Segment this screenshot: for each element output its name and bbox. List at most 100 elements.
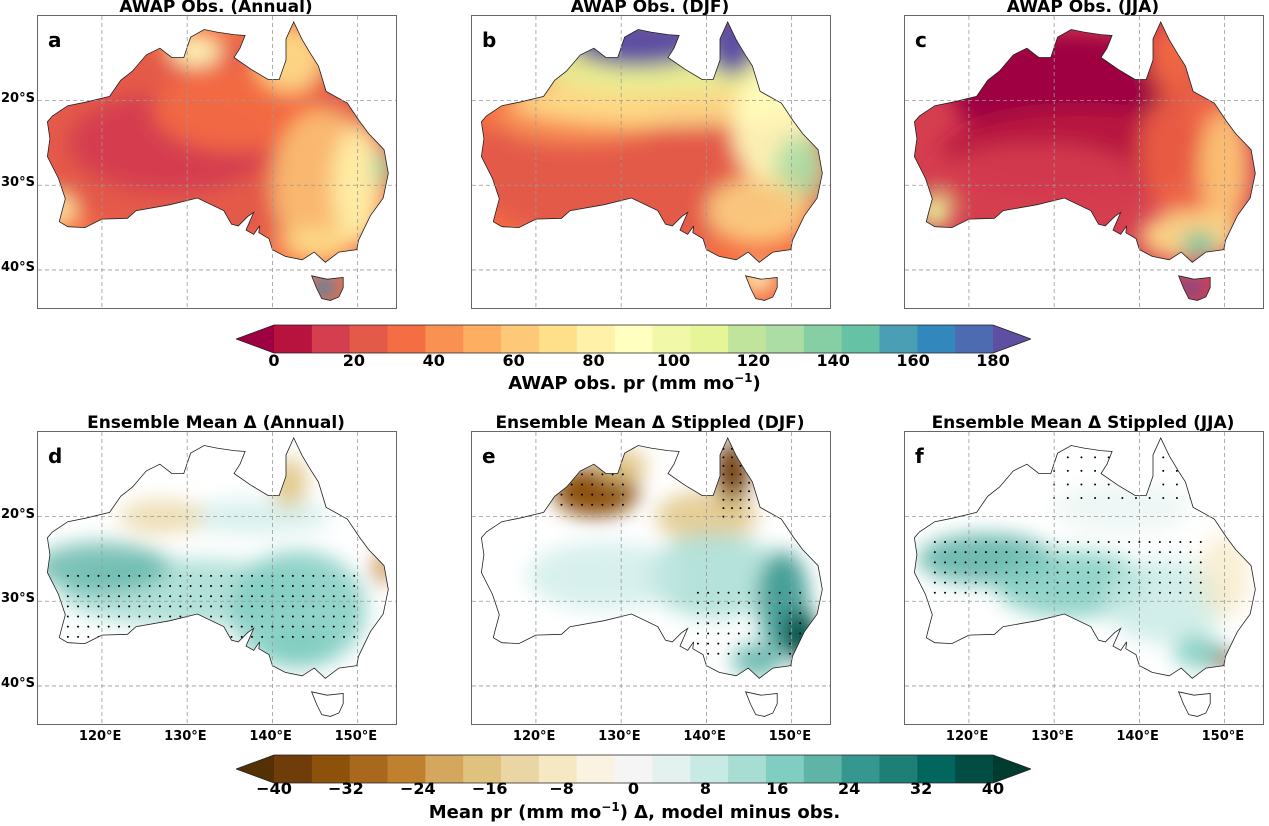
colorbar-segment [387, 325, 426, 353]
lat-label: 40°S [1, 675, 35, 691]
colorbar-segment [841, 325, 880, 353]
colorbar-segment [501, 325, 540, 353]
colorbar-tick-label: 16 [766, 779, 789, 798]
coastline [46, 20, 389, 301]
precip-region [47, 542, 171, 593]
colorbar-segment [765, 755, 805, 783]
colorbar-segment [690, 325, 729, 353]
colorbar-segment [425, 325, 464, 353]
precip-region [170, 32, 222, 67]
colorbar-segment [274, 325, 313, 353]
precip-region [1182, 231, 1217, 258]
lon-label: 120°E [78, 729, 122, 744]
map-svg [472, 16, 830, 308]
colorbar-segment [538, 755, 578, 783]
precip-region [263, 626, 333, 661]
map-frame [471, 15, 831, 309]
colorbar-tick-label: 120 [736, 351, 771, 370]
colorbar-segment [841, 755, 880, 783]
lat-label: 30°S [1, 591, 35, 607]
gridlines [38, 432, 396, 724]
precip-region [731, 643, 784, 678]
colorbar-tick-label: −32 [328, 779, 364, 798]
gridlines [472, 16, 830, 308]
map-frame [37, 431, 397, 725]
colorbar-arrow-left [236, 755, 274, 783]
lat-label: 20°S [1, 90, 35, 106]
colorbar-tick-label: 20 [342, 351, 365, 370]
colorbar-tick-label: 40 [981, 779, 1005, 798]
colorbar-arrow-left [236, 325, 274, 353]
colorbar-segment [425, 755, 464, 783]
stippling [560, 447, 802, 655]
map-frame [904, 431, 1264, 725]
map-svg [905, 16, 1263, 308]
colorbar-tick-label: 8 [699, 779, 711, 798]
precip-region [280, 227, 350, 262]
colorbar-tick-label: 60 [502, 351, 525, 370]
colorbar-segment [652, 755, 691, 783]
lon-label: 120°E [945, 729, 989, 744]
colorbar-segment [803, 755, 843, 783]
colorbar-segment [765, 325, 805, 353]
colorbar-segment [728, 325, 767, 353]
colorbar-tick-label: −24 [399, 779, 436, 798]
precip-region [47, 193, 77, 228]
colorbar-segment [614, 325, 653, 353]
colorbar-segment [349, 325, 389, 353]
colorbar-outline [236, 324, 1031, 354]
lon-label: 120°E [512, 729, 556, 744]
panel-letter: f [915, 444, 924, 468]
precip-region [783, 609, 818, 661]
colorbar-tick-label: 180 [976, 351, 1010, 370]
gridlines [472, 432, 830, 724]
colorbar-segment [917, 325, 956, 353]
lat-label: 30°S [1, 175, 35, 191]
coastline [46, 436, 389, 717]
colorbar-segment [879, 325, 918, 353]
panel-title: Ensemble Mean Δ (Annual) [87, 413, 345, 433]
colorbar-segment [652, 325, 691, 353]
colorbar-segment [538, 325, 578, 353]
lon-label: 150°E [334, 729, 378, 744]
colorbar-tick-label: 32 [909, 779, 933, 798]
precip-region [374, 550, 389, 585]
precip-region [917, 193, 952, 228]
map-frame [904, 15, 1264, 309]
gridlines [905, 432, 1263, 724]
colorbar-segment [274, 755, 313, 783]
colorbar-segment [576, 755, 616, 783]
colorbar-segment [614, 755, 653, 783]
colorbar-top [236, 324, 1031, 354]
panel-letter: d [48, 444, 63, 468]
colorbar-outline [236, 754, 1031, 784]
colorbar-segment [917, 755, 956, 783]
precip-region [272, 457, 307, 509]
colorbar-segment [387, 755, 426, 783]
gridlines [905, 16, 1263, 308]
colorbar-tick-label: 140 [816, 351, 850, 370]
colorbar-segment [879, 755, 918, 783]
map-svg [905, 432, 1263, 724]
gridlines [38, 16, 396, 308]
map-frame [37, 15, 397, 309]
precip-region [646, 533, 784, 619]
panel-title: Ensemble Mean Δ Stippled (DJF) [495, 413, 805, 433]
lat-label: 40°S [1, 259, 35, 275]
colorbar-segment [311, 325, 351, 353]
precip-region [310, 274, 337, 300]
panel-title: AWAP Obs. (DJF) [570, 0, 730, 17]
colorbar-tick-label: 40 [422, 351, 445, 370]
colorbar-arrow-right [993, 325, 1031, 353]
precip-region [374, 151, 389, 186]
lon-label: 150°E [768, 729, 812, 744]
precip-region [118, 499, 205, 534]
colorbar-segment [803, 325, 843, 353]
precip-region [1173, 635, 1225, 669]
colorbar-top-label: AWAP obs. pr (mm mo−1) [508, 371, 761, 394]
panel-letter: b [482, 28, 497, 52]
lon-label: 140°E [1116, 729, 1159, 744]
colorbar-segment [728, 755, 767, 783]
coastline [480, 436, 823, 717]
colorbar-tick-label: −16 [471, 779, 508, 798]
